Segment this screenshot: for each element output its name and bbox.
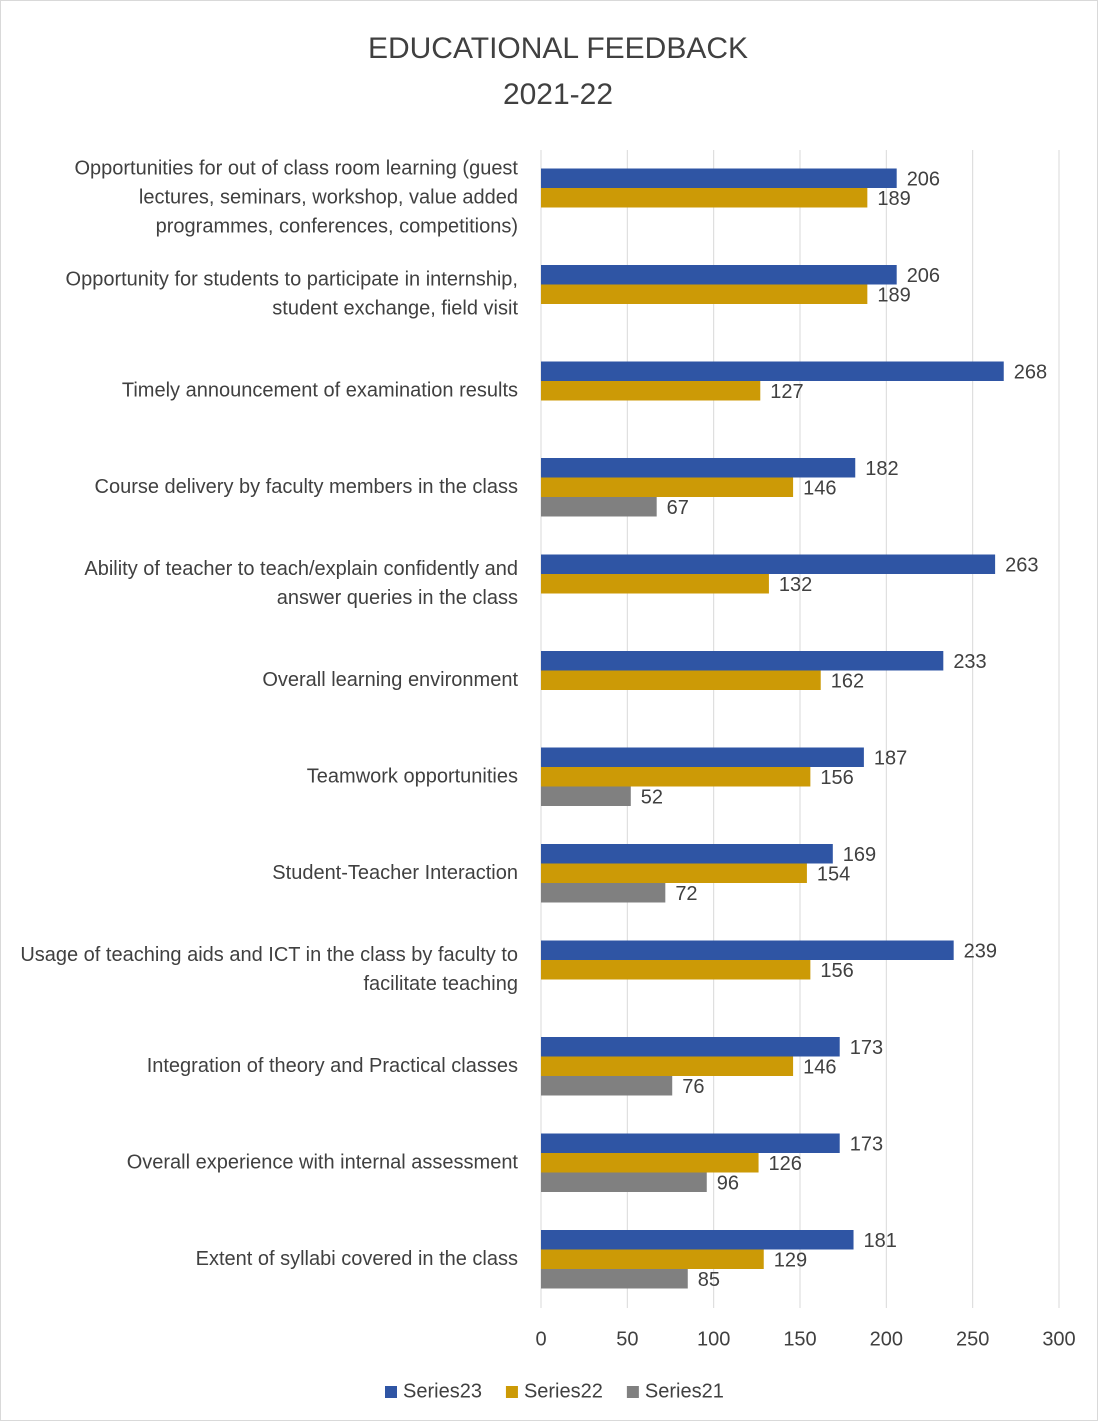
data-label: 206 — [907, 265, 940, 287]
y-tick-label: Integration of theory and Practical clas… — [147, 1055, 518, 1077]
bar — [541, 284, 868, 304]
bar — [541, 1037, 840, 1057]
bar — [541, 265, 897, 285]
bar — [541, 786, 631, 806]
bar — [541, 1076, 673, 1096]
data-label: 268 — [1014, 362, 1047, 384]
y-tick-label: Student-Teacher Interaction — [272, 862, 518, 884]
data-label: 169 — [843, 844, 876, 866]
chart-title: EDUCATIONAL FEEDBACK — [368, 32, 748, 65]
bar — [541, 458, 856, 478]
bar — [541, 844, 833, 864]
legend-label: Series23 — [403, 1380, 482, 1402]
bar — [541, 1172, 707, 1192]
data-label: 126 — [769, 1153, 802, 1175]
data-label: 182 — [865, 458, 898, 480]
bar — [541, 1153, 759, 1173]
y-tick-label: Opportunity for students to participate … — [66, 269, 519, 320]
data-label: 156 — [820, 960, 853, 982]
y-tick-label: Course delivery by faculty members in th… — [95, 476, 519, 498]
data-label: 187 — [874, 748, 907, 770]
x-tick-label: 300 — [1042, 1328, 1075, 1350]
x-tick-label: 100 — [697, 1328, 730, 1350]
data-label: 96 — [717, 1173, 739, 1195]
bar — [541, 1230, 854, 1250]
data-label: 206 — [907, 169, 940, 191]
data-label: 189 — [877, 188, 910, 210]
bar — [541, 883, 666, 903]
bar — [541, 1269, 688, 1289]
data-label: 263 — [1005, 555, 1038, 577]
bar — [541, 361, 1004, 381]
data-label: 129 — [774, 1250, 807, 1272]
y-tick-label: Ability of teacher to teach/explain conf… — [84, 558, 518, 609]
bar — [541, 1249, 764, 1269]
y-tick-label: Extent of syllabi covered in the class — [196, 1248, 518, 1270]
x-tick-label: 200 — [870, 1328, 903, 1350]
data-label: 154 — [817, 864, 850, 886]
y-tick-label: Timely announcement of examination resul… — [122, 380, 518, 402]
data-label: 146 — [803, 1057, 836, 1079]
legend-swatch — [385, 1386, 397, 1398]
data-label: 181 — [864, 1230, 897, 1252]
x-tick-label: 50 — [616, 1328, 638, 1350]
data-label: 76 — [682, 1076, 704, 1098]
legend-swatch — [626, 1386, 639, 1398]
bar — [541, 960, 811, 980]
legend-label: Series21 — [645, 1380, 724, 1402]
data-label: 173 — [850, 1037, 883, 1059]
data-label: 239 — [964, 941, 997, 963]
bar — [541, 381, 761, 401]
data-label: 233 — [953, 651, 986, 673]
data-label: 127 — [770, 381, 803, 403]
y-tick-label: Opportunities for out of class room lear… — [74, 158, 518, 238]
bar — [541, 940, 954, 960]
data-label: 189 — [877, 285, 910, 307]
bar — [541, 188, 868, 208]
chart-subtitle: 2021-22 — [503, 78, 613, 111]
y-tick-label: Overall experience with internal assessm… — [127, 1152, 519, 1174]
x-tick-label: 0 — [535, 1328, 546, 1350]
data-label: 67 — [667, 497, 689, 519]
bar — [541, 477, 794, 497]
data-label: 173 — [850, 1134, 883, 1156]
x-tick-label: 150 — [783, 1328, 816, 1350]
bar — [541, 1133, 840, 1153]
y-tick-label: Usage of teaching aids and ICT in the cl… — [20, 944, 518, 995]
data-label: 85 — [698, 1269, 720, 1291]
data-label: 72 — [675, 883, 697, 905]
x-tick-label: 250 — [956, 1328, 989, 1350]
data-label: 52 — [641, 787, 663, 809]
data-label: 146 — [803, 478, 836, 500]
data-label: 132 — [779, 574, 812, 596]
bar — [541, 747, 864, 767]
data-label: 162 — [831, 671, 864, 693]
legend-label: Series22 — [524, 1380, 603, 1402]
data-label: 156 — [820, 767, 853, 789]
bar — [541, 767, 811, 787]
bar — [541, 168, 897, 188]
bar — [541, 1056, 794, 1076]
y-tick-label: Overall learning environment — [262, 669, 518, 691]
legend-swatch — [505, 1386, 518, 1398]
bar — [541, 574, 769, 594]
bar — [541, 670, 821, 690]
y-tick-label: Teamwork opportunities — [307, 766, 518, 788]
bar — [541, 497, 657, 517]
bar — [541, 863, 807, 883]
bar — [541, 651, 944, 671]
bar — [541, 554, 996, 574]
